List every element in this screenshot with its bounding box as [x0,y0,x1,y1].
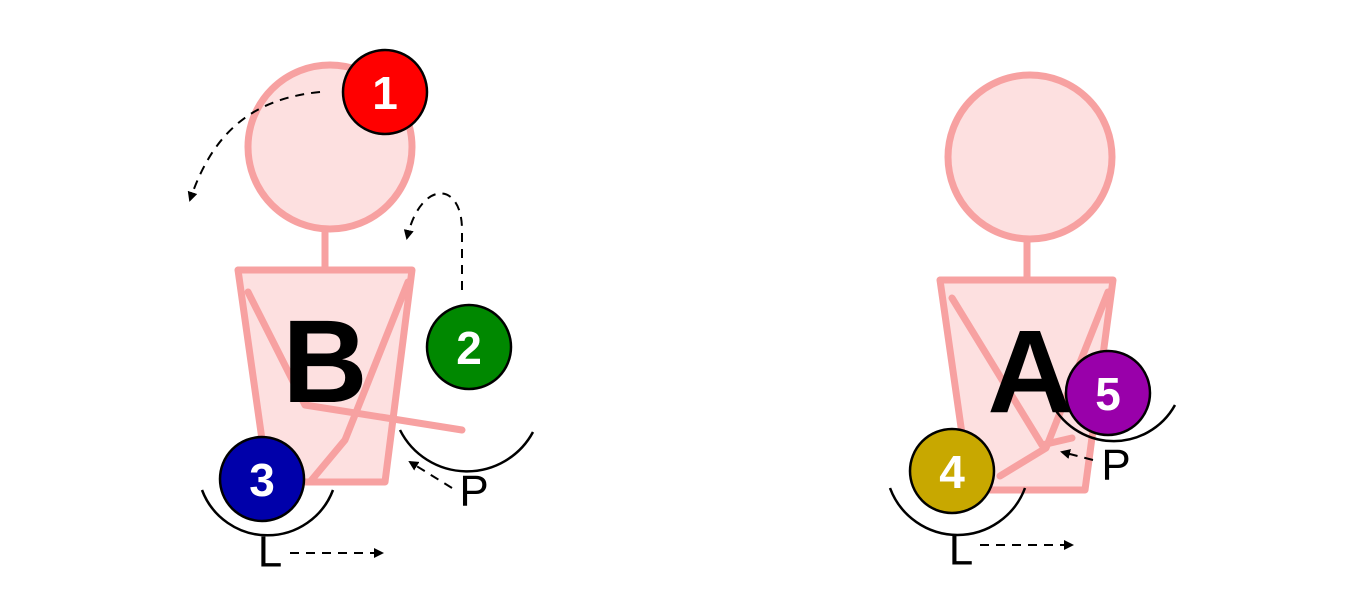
ball-5-disc [1064,349,1152,437]
rotation-arrow-2 [403,192,463,290]
ball-4-number: 4 [939,446,965,498]
figure-b-arm-right [244,288,466,434]
figure-b-arm-left [306,278,412,486]
b-p-label: P [459,467,488,516]
figure-b-body-outline [234,266,416,486]
b-p-arrow [408,460,453,489]
a-p-label: P [1101,441,1130,490]
rotation-arrow-1 [187,91,321,202]
ball-3: 3 [218,435,306,523]
ball-1-number: 1 [372,67,398,119]
ball-5: 5 [1064,349,1152,437]
ball-4-disc [908,427,996,515]
figure-b-letter: B [282,296,367,428]
figure-a-arm-left [996,288,1112,480]
ball-3-disc [218,435,306,523]
ball-1-disc [341,48,429,136]
ball-4: 4 [908,427,996,515]
figure-a-arm-right [948,294,1076,449]
ball-3-number: 3 [249,454,275,506]
a-p-arc [1048,399,1177,443]
b-p-arc [398,429,535,473]
figure-b-head-outline [244,61,416,233]
ball-5-number: 5 [1095,368,1121,420]
figure-a: A [936,71,1117,494]
ball-2: 2 [425,303,513,391]
a-p-arrow [1060,449,1094,461]
figure-b-body [238,270,412,482]
b-l-label: L [258,528,282,577]
figure-b: B [234,61,466,486]
a-l-arc [888,487,1027,537]
figure-a-letter: A [987,306,1072,438]
figure-a-head [948,75,1112,239]
b-l-arc [200,489,335,537]
a-l-label: L [949,526,973,575]
figure-a-body-outline [936,276,1117,494]
ball-2-disc [425,303,513,391]
ball-1: 1 [341,48,429,136]
ball-2-number: 2 [456,322,482,374]
